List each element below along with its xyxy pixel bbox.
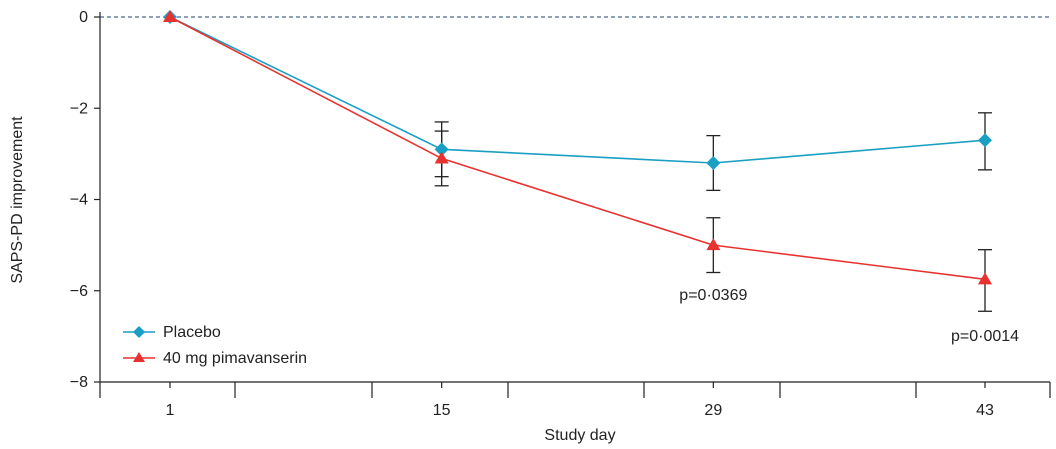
data-point-pimavanserin	[706, 238, 721, 251]
axes	[99, 12, 1050, 383]
y-tick-label: −6	[70, 283, 88, 300]
legend-label: Placebo	[163, 324, 221, 341]
annotations: p=0·0369 p=0·0014	[679, 287, 1019, 345]
p-value-annotation: p=0·0014	[951, 328, 1019, 345]
x-axis-title: Study day	[544, 427, 615, 444]
data-point-pimavanserin	[163, 10, 177, 22]
y-tick-label: −8	[70, 374, 88, 391]
legend-marker-triangle	[133, 352, 145, 362]
data-point-placebo	[978, 133, 992, 148]
y-tick-label: −4	[70, 192, 88, 209]
y-tick-label: −2	[70, 100, 88, 117]
data-point-placebo	[706, 156, 721, 170]
error-bars	[434, 112, 992, 312]
x-tick-label: 1	[166, 402, 175, 419]
y-axis-title: SAPS-PD improvement	[9, 116, 26, 284]
data-point-pimavanserin	[434, 151, 449, 164]
legend-label: 40 mg pimavanserin	[163, 350, 307, 367]
x-tick-label: 29	[704, 402, 722, 419]
series-markers	[163, 10, 992, 285]
series-line-pimavanserin	[169, 16, 986, 281]
x-tick-label: 15	[433, 402, 451, 419]
y-tick-label: 0	[79, 9, 88, 26]
data-point-placebo	[434, 142, 449, 157]
data-point-pimavanserin	[978, 272, 992, 285]
ticks: 0 −2 −4 −6 −8 1 15 29 43	[70, 9, 1051, 419]
series-lines	[169, 16, 986, 281]
legend-marker-diamond	[133, 326, 145, 338]
legend: Placebo 40 mg pimavanserin	[123, 324, 307, 367]
series-line-placebo	[169, 16, 986, 164]
x-tick-label: 43	[976, 402, 994, 419]
p-value-annotation: p=0·0369	[679, 287, 747, 304]
